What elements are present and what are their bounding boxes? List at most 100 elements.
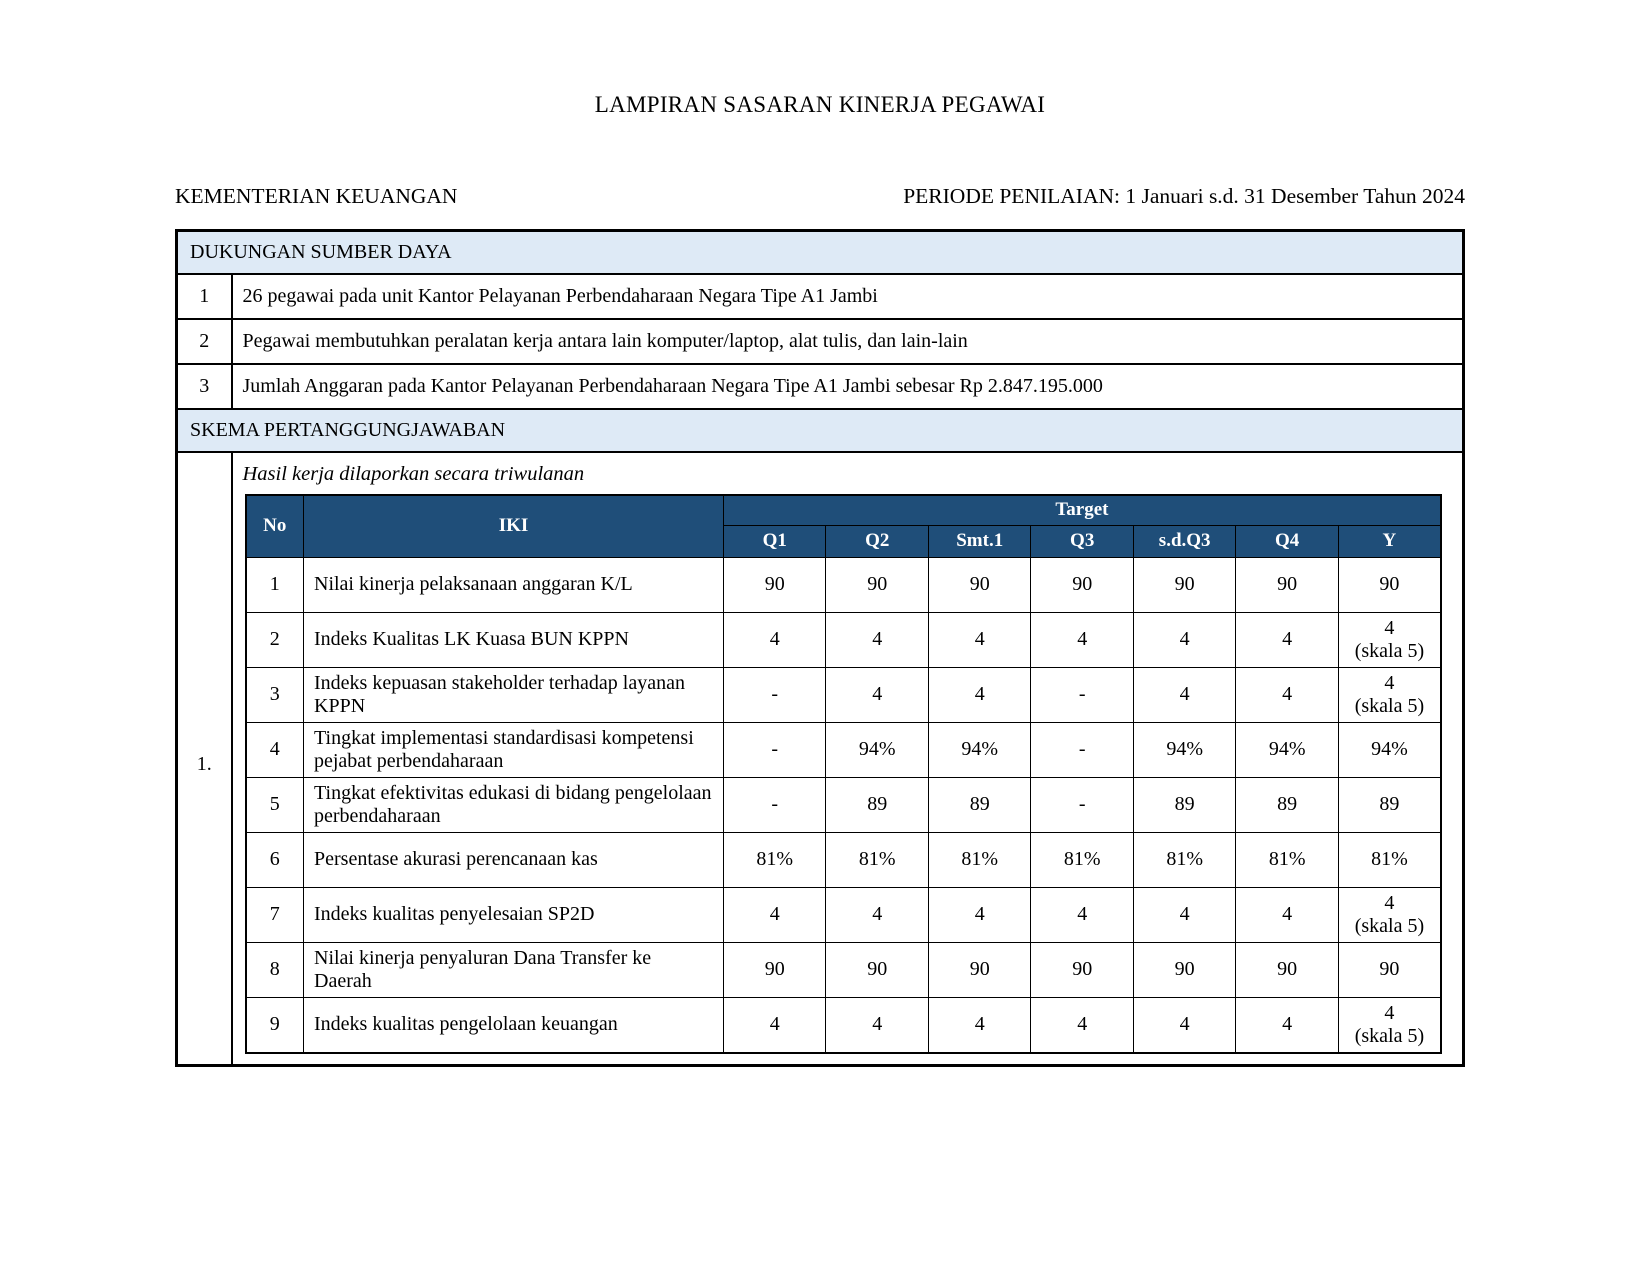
iki-target-smt1: 94% bbox=[927, 721, 1032, 778]
iki-row: 7 Indeks kualitas penyelesaian SP2D 4 4 … bbox=[245, 886, 1442, 943]
column-header-no: No bbox=[245, 494, 304, 558]
iki-target-sdq3: 4 bbox=[1132, 666, 1237, 723]
iki-target-q3: 90 bbox=[1030, 556, 1134, 613]
iki-target-q1: 81% bbox=[722, 831, 827, 888]
resource-row-number: 2 bbox=[175, 318, 233, 365]
iki-row-number: 7 bbox=[245, 886, 304, 943]
resource-row: 1 26 pegawai pada unit Kantor Pelayanan … bbox=[175, 273, 1465, 320]
resource-row-text: Jumlah Anggaran pada Kantor Pelayanan Pe… bbox=[230, 363, 1465, 410]
iki-target-q4: 4 bbox=[1235, 886, 1339, 943]
iki-row: 1 Nilai kinerja pelaksanaan anggaran K/L… bbox=[245, 556, 1442, 613]
iki-row: 3 Indeks kepuasan stakeholder terhadap l… bbox=[245, 666, 1442, 723]
column-header-q2: Q2 bbox=[825, 524, 929, 558]
column-header-target: Target bbox=[722, 494, 1442, 526]
iki-target-q2: 90 bbox=[825, 556, 929, 613]
iki-target-q3: - bbox=[1030, 721, 1134, 778]
iki-target-sdq3: 89 bbox=[1132, 776, 1237, 833]
iki-indicator-name: Indeks kepuasan stakeholder terhadap lay… bbox=[303, 666, 724, 723]
iki-target-q4: 81% bbox=[1235, 831, 1339, 888]
resources-header-row: DUKUNGAN SUMBER DAYA bbox=[175, 229, 1465, 275]
iki-target-q4: 4 bbox=[1235, 666, 1339, 723]
document-page: LAMPIRAN SASARAN KINERJA PEGAWAI KEMENTE… bbox=[175, 92, 1465, 1067]
iki-table-header-row-2: Q1 Q2 Smt.1 Q3 s.d.Q3 Q4 Y bbox=[246, 524, 1442, 558]
accountability-header-row: SKEMA PERTANGGUNGJAWABAN bbox=[175, 408, 1465, 453]
iki-target-smt1: 81% bbox=[927, 831, 1032, 888]
iki-target-q1: 4 bbox=[722, 996, 827, 1053]
column-header-y: Y bbox=[1337, 524, 1442, 558]
iki-indicator-name: Indeks kualitas pengelolaan keuangan bbox=[303, 996, 724, 1053]
iki-target-y: 4 (skala 5) bbox=[1337, 666, 1442, 723]
iki-target-q1: - bbox=[722, 666, 827, 723]
iki-indicator-name: Persentase akurasi perencanaan kas bbox=[303, 831, 724, 888]
iki-indicator-name: Nilai kinerja pelaksanaan anggaran K/L bbox=[303, 556, 724, 613]
iki-row: 8 Nilai kinerja penyaluran Dana Transfer… bbox=[245, 941, 1442, 998]
iki-row-number: 4 bbox=[245, 721, 304, 778]
iki-target-q2: 94% bbox=[825, 721, 929, 778]
iki-target-q2: 4 bbox=[825, 611, 929, 668]
iki-target-q1: - bbox=[722, 776, 827, 833]
iki-target-q4: 94% bbox=[1235, 721, 1339, 778]
resources-section-header: DUKUNGAN SUMBER DAYA bbox=[175, 229, 1465, 275]
iki-target-q4: 90 bbox=[1235, 556, 1339, 613]
resource-row: 2 Pegawai membutuhkan peralatan kerja an… bbox=[175, 318, 1465, 365]
iki-indicator-name: Tingkat efektivitas edukasi di bidang pe… bbox=[303, 776, 724, 833]
organization-label: KEMENTERIAN KEUANGAN bbox=[175, 184, 458, 208]
iki-target-y: 89 bbox=[1337, 776, 1442, 833]
accountability-content-row: 1. Hasil kerja dilaporkan secara triwula… bbox=[175, 451, 1465, 1066]
iki-indicator-name: Indeks Kualitas LK Kuasa BUN KPPN bbox=[303, 611, 724, 668]
iki-target-y: 90 bbox=[1337, 556, 1442, 613]
iki-target-sdq3: 4 bbox=[1132, 996, 1237, 1053]
iki-target-smt1: 4 bbox=[927, 611, 1032, 668]
resource-row-text: 26 pegawai pada unit Kantor Pelayanan Pe… bbox=[230, 273, 1465, 320]
accountability-content-cell: Hasil kerja dilaporkan secara triwulanan… bbox=[230, 451, 1465, 1066]
column-header-q3: Q3 bbox=[1030, 524, 1134, 558]
iki-row-number: 8 bbox=[245, 941, 304, 998]
resource-row-number: 3 bbox=[175, 363, 233, 410]
iki-target-y: 94% bbox=[1337, 721, 1442, 778]
column-header-q1: Q1 bbox=[722, 524, 827, 558]
iki-target-q3: 4 bbox=[1030, 886, 1134, 943]
iki-target-y: 4 (skala 5) bbox=[1337, 611, 1442, 668]
iki-row: 9 Indeks kualitas pengelolaan keuangan 4… bbox=[245, 996, 1442, 1053]
iki-row-number: 3 bbox=[245, 666, 304, 723]
iki-target-q3: - bbox=[1030, 776, 1134, 833]
iki-indicator-name: Tingkat implementasi standardisasi kompe… bbox=[303, 721, 724, 778]
iki-target-sdq3: 90 bbox=[1132, 941, 1237, 998]
iki-target-q2: 81% bbox=[825, 831, 929, 888]
iki-target-q4: 90 bbox=[1235, 941, 1339, 998]
iki-row-number: 6 bbox=[245, 831, 304, 888]
iki-target-q1: 90 bbox=[722, 556, 827, 613]
iki-target-q3: 4 bbox=[1030, 611, 1134, 668]
column-header-sdq3: s.d.Q3 bbox=[1132, 524, 1237, 558]
column-header-iki: IKI bbox=[303, 494, 724, 558]
iki-target-q2: 90 bbox=[825, 941, 929, 998]
iki-row: 2 Indeks Kualitas LK Kuasa BUN KPPN 4 4 … bbox=[245, 611, 1442, 668]
iki-target-y: 4 (skala 5) bbox=[1337, 886, 1442, 943]
iki-target-q4: 4 bbox=[1235, 611, 1339, 668]
iki-row-number: 9 bbox=[245, 996, 304, 1053]
iki-target-q1: - bbox=[722, 721, 827, 778]
accountability-section-header: SKEMA PERTANGGUNGJAWABAN bbox=[175, 408, 1465, 453]
iki-target-smt1: 4 bbox=[927, 996, 1032, 1053]
iki-target-sdq3: 81% bbox=[1132, 831, 1237, 888]
iki-target-y: 4 (skala 5) bbox=[1337, 996, 1442, 1053]
iki-target-q4: 4 bbox=[1235, 996, 1339, 1053]
iki-target-q1: 4 bbox=[722, 886, 827, 943]
iki-row-number: 2 bbox=[245, 611, 304, 668]
main-table: DUKUNGAN SUMBER DAYA 1 26 pegawai pada u… bbox=[175, 229, 1465, 1067]
resource-row-number: 1 bbox=[175, 273, 233, 320]
iki-table: No IKI Target Q1 Q2 Smt.1 Q3 s.d.Q3 Q4 bbox=[244, 494, 1442, 1054]
iki-row-number: 5 bbox=[245, 776, 304, 833]
iki-target-q4: 89 bbox=[1235, 776, 1339, 833]
iki-target-smt1: 90 bbox=[927, 941, 1032, 998]
iki-target-y: 90 bbox=[1337, 941, 1442, 998]
accountability-item-number: 1. bbox=[175, 451, 233, 1066]
resource-row: 3 Jumlah Anggaran pada Kantor Pelayanan … bbox=[175, 363, 1465, 410]
iki-row: 4 Tingkat implementasi standardisasi kom… bbox=[245, 721, 1442, 778]
iki-target-sdq3: 4 bbox=[1132, 611, 1237, 668]
assessment-period-label: PERIODE PENILAIAN: 1 Januari s.d. 31 Des… bbox=[903, 184, 1465, 208]
iki-target-q3: 4 bbox=[1030, 996, 1134, 1053]
column-header-smt1: Smt.1 bbox=[927, 524, 1032, 558]
iki-row: 5 Tingkat efektivitas edukasi di bidang … bbox=[245, 776, 1442, 833]
iki-target-y: 81% bbox=[1337, 831, 1442, 888]
